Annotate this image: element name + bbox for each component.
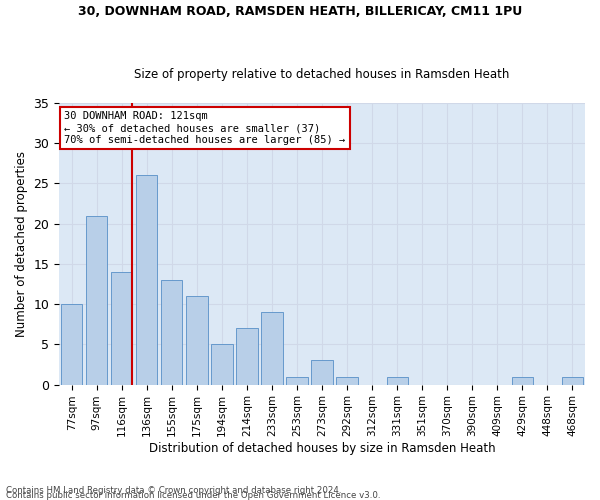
Bar — [311, 360, 333, 384]
Bar — [111, 272, 133, 384]
Bar — [136, 176, 157, 384]
Bar — [161, 280, 182, 384]
Y-axis label: Number of detached properties: Number of detached properties — [15, 151, 28, 337]
Bar — [186, 296, 208, 384]
X-axis label: Distribution of detached houses by size in Ramsden Heath: Distribution of detached houses by size … — [149, 442, 496, 455]
Bar — [286, 376, 308, 384]
Bar — [337, 376, 358, 384]
Bar — [562, 376, 583, 384]
Bar — [236, 328, 257, 384]
Bar — [61, 304, 82, 384]
Text: Contains public sector information licensed under the Open Government Licence v3: Contains public sector information licen… — [6, 491, 380, 500]
Bar — [512, 376, 533, 384]
Title: Size of property relative to detached houses in Ramsden Heath: Size of property relative to detached ho… — [134, 68, 510, 81]
Text: Contains HM Land Registry data © Crown copyright and database right 2024.: Contains HM Land Registry data © Crown c… — [6, 486, 341, 495]
Text: 30, DOWNHAM ROAD, RAMSDEN HEATH, BILLERICAY, CM11 1PU: 30, DOWNHAM ROAD, RAMSDEN HEATH, BILLERI… — [78, 5, 522, 18]
Bar — [86, 216, 107, 384]
Bar — [386, 376, 408, 384]
Text: 30 DOWNHAM ROAD: 121sqm
← 30% of detached houses are smaller (37)
70% of semi-de: 30 DOWNHAM ROAD: 121sqm ← 30% of detache… — [64, 112, 346, 144]
Bar — [262, 312, 283, 384]
Bar — [211, 344, 233, 385]
